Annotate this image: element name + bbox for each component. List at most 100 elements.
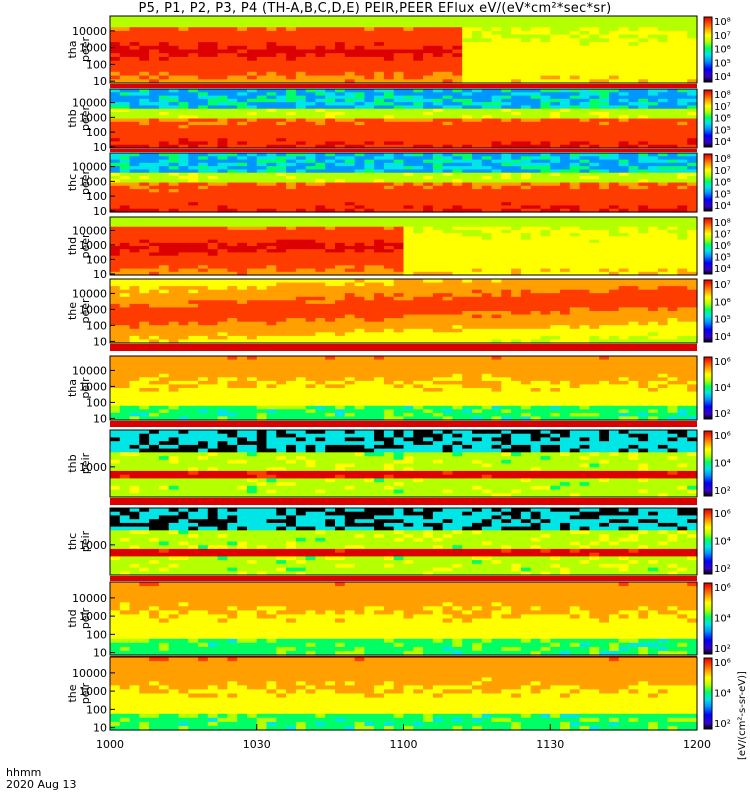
spectrogram-cell [383, 138, 395, 143]
spectrogram-cell [276, 71, 287, 77]
spectrogram-cell [217, 311, 228, 316]
spectrogram-cell [256, 328, 268, 333]
spectrogram-cell [560, 121, 571, 126]
spectrogram-cell [158, 226, 170, 231]
y-tick-label: 100 [86, 58, 107, 71]
spectrogram-cell [354, 249, 365, 253]
spectrogram-cell [599, 27, 610, 32]
spectrogram-cell [198, 202, 209, 207]
spectrogram-cell [266, 108, 277, 113]
spectrogram-cell [628, 60, 639, 65]
spectrogram-cell [217, 144, 228, 149]
spectrogram-cell [383, 79, 395, 84]
spectrogram-cell [481, 134, 493, 139]
spectrogram-cell [560, 102, 571, 106]
spectrogram-cell [423, 153, 434, 157]
spectrogram-cell [374, 159, 385, 164]
spectrogram-cell [335, 27, 346, 32]
spectrogram-cell [462, 189, 473, 193]
spectrogram-cell [393, 223, 405, 228]
spectrogram-cell [325, 286, 336, 291]
spectrogram-cell [247, 303, 258, 309]
spectrogram-cell [687, 16, 698, 21]
spectrogram-cell [227, 229, 238, 234]
spectrogram-cell [188, 268, 199, 273]
spectrogram-cell [648, 108, 659, 113]
spectrogram-cell [432, 162, 444, 167]
spectrogram-cell [344, 134, 356, 139]
spectrogram-cell [335, 128, 346, 133]
spectrogram-cell [481, 175, 493, 180]
spectrogram-cell [237, 226, 248, 231]
spectrogram-cell [374, 236, 385, 241]
spectrogram-cell [501, 141, 512, 146]
spectrogram-cell [256, 339, 268, 344]
spectrogram-cell [198, 175, 209, 180]
spectrogram-cell [305, 79, 317, 84]
spectrogram-cell [491, 226, 502, 231]
spectrogram-cell [168, 169, 180, 174]
spectrogram-cell [119, 162, 131, 167]
spectrogram-cell [325, 131, 336, 136]
spectrogram-cell [452, 138, 463, 143]
spectrogram-cell [648, 236, 659, 241]
spectrogram-cell [139, 339, 150, 344]
spectrogram-cell [247, 68, 258, 73]
spectrogram-cell [344, 49, 356, 54]
spectrogram-cell [511, 166, 522, 170]
spectrogram-cell [276, 141, 287, 146]
spectrogram-cell [628, 105, 639, 110]
spectrogram-cell [628, 144, 639, 149]
spectrogram-cell [501, 268, 512, 273]
spectrogram-cell [315, 60, 326, 65]
spectrogram-cell [374, 246, 385, 250]
spectrogram-cell [315, 303, 326, 309]
spectrogram-cell [609, 138, 620, 143]
spectrogram-cell [295, 53, 307, 58]
panel-frame [109, 88, 698, 149]
spectrogram-cell [344, 328, 356, 333]
spectrogram-cell [520, 49, 532, 54]
spectrogram-cell [110, 179, 121, 184]
spectrogram-cell [667, 49, 678, 54]
spectrogram-cell [315, 325, 326, 330]
spectrogram-cell [423, 53, 434, 58]
spectrogram-cell [227, 89, 238, 93]
spectrogram-cell [560, 239, 571, 244]
spectrogram-cell [628, 169, 639, 174]
spectrogram-cell [687, 131, 698, 136]
spectrogram-cell [472, 182, 483, 187]
spectrogram-cell [550, 56, 561, 62]
spectrogram-cell [618, 265, 630, 270]
spectrogram-cell [677, 141, 688, 146]
spectrogram-cell [383, 89, 395, 93]
spectrogram-cell [667, 172, 678, 177]
spectrogram-cell [648, 268, 659, 273]
spectrogram-cell [452, 111, 463, 116]
spectrogram-cell [491, 75, 502, 80]
spectrogram-cell [129, 125, 140, 129]
spectrogram-cell [423, 34, 434, 39]
spectrogram-cell [344, 205, 356, 210]
spectrogram-cell [569, 98, 581, 103]
spectrogram-cell [217, 175, 228, 180]
spectrogram-cell [589, 192, 600, 197]
spectrogram-cell [648, 205, 659, 210]
spectrogram-cell [168, 300, 180, 305]
spectrogram-cell [276, 156, 287, 161]
spectrogram-cell [452, 226, 463, 231]
spectrogram-cell [227, 45, 238, 51]
spectrogram-cell [168, 175, 180, 180]
spectrogram-cell [198, 279, 209, 284]
spectrogram-cell [227, 105, 238, 110]
spectrogram-cell [207, 296, 219, 301]
spectrogram-cell [364, 300, 375, 305]
spectrogram-cell [491, 53, 502, 58]
spectrogram-cell [149, 102, 160, 106]
spectrogram-cell [462, 118, 473, 123]
spectrogram-cell [325, 49, 336, 54]
spectrogram-cell [374, 98, 385, 103]
spectrogram-cell [139, 95, 150, 100]
spectrogram-cell [110, 321, 121, 326]
spectrogram-cell [511, 125, 522, 129]
